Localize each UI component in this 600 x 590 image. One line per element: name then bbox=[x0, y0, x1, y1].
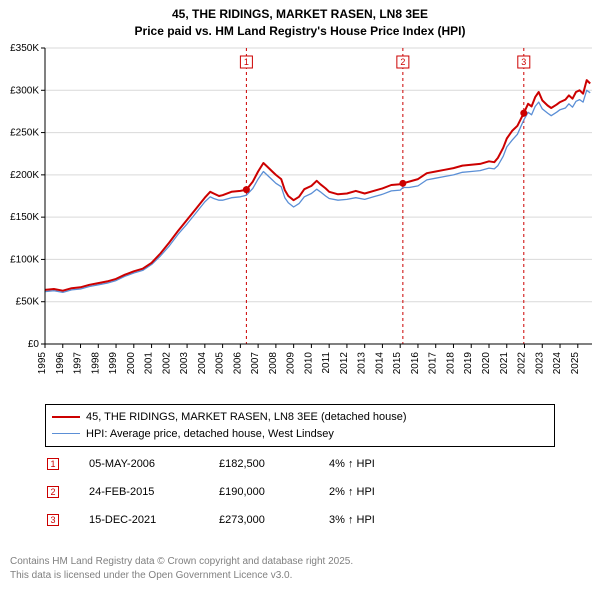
sale-date-2: 24-FEB-2015 bbox=[89, 486, 219, 498]
svg-text:2016: 2016 bbox=[410, 352, 421, 375]
svg-text:2018: 2018 bbox=[445, 352, 456, 375]
chart-svg: £0 £50K £100K £150K £200K £250K £300K £350K 1 2 3 1… bbox=[0, 44, 600, 400]
svg-text:2019: 2019 bbox=[463, 352, 474, 375]
svg-text:2010: 2010 bbox=[303, 352, 314, 375]
legend-row-2: HPI: Average price, detached house, West… bbox=[52, 426, 548, 443]
svg-text:2008: 2008 bbox=[268, 352, 279, 375]
svg-text:1995: 1995 bbox=[37, 352, 48, 375]
svg-text:1999: 1999 bbox=[108, 352, 119, 375]
svg-text:2014: 2014 bbox=[374, 352, 385, 375]
svg-text:£100K: £100K bbox=[10, 254, 39, 265]
sale-pct-2: 2% ↑ HPI bbox=[329, 486, 449, 498]
svg-text:2002: 2002 bbox=[161, 352, 172, 375]
svg-text:2011: 2011 bbox=[321, 352, 332, 374]
svg-text:2004: 2004 bbox=[197, 352, 208, 375]
sale-price-3: £273,000 bbox=[219, 514, 329, 526]
svg-text:£50K: £50K bbox=[16, 297, 40, 308]
legend-swatch-1 bbox=[52, 416, 80, 418]
svg-text:1: 1 bbox=[244, 57, 249, 67]
svg-text:2017: 2017 bbox=[428, 352, 439, 375]
svg-text:2024: 2024 bbox=[552, 352, 563, 375]
svg-text:2023: 2023 bbox=[534, 352, 545, 375]
chart-plot: £0 £50K £100K £150K £200K £250K £300K £350K 1 2 3 1… bbox=[0, 44, 600, 400]
sale-date-3: 15-DEC-2021 bbox=[89, 514, 219, 526]
title-line-2: Price paid vs. HM Land Registry's House … bbox=[0, 23, 600, 40]
svg-text:2001: 2001 bbox=[144, 352, 155, 375]
sale-price-2: £190,000 bbox=[219, 486, 329, 498]
svg-text:1996: 1996 bbox=[55, 352, 66, 375]
svg-text:2006: 2006 bbox=[232, 352, 243, 375]
svg-text:2007: 2007 bbox=[250, 352, 261, 375]
attribution-line-1: Contains HM Land Registry data © Crown c… bbox=[10, 555, 353, 569]
legend-label-1: 45, THE RIDINGS, MARKET RASEN, LN8 3EE (… bbox=[86, 409, 407, 426]
svg-text:2: 2 bbox=[400, 57, 405, 67]
sale-row-1: 1 05-MAY-2006 £182,500 4% ↑ HPI bbox=[45, 450, 555, 478]
svg-text:2021: 2021 bbox=[499, 352, 510, 375]
legend: 45, THE RIDINGS, MARKET RASEN, LN8 3EE (… bbox=[45, 404, 555, 447]
svg-text:2005: 2005 bbox=[215, 352, 226, 375]
sale-pct-1: 4% ↑ HPI bbox=[329, 458, 449, 470]
svg-text:£150K: £150K bbox=[10, 212, 39, 223]
svg-text:£200K: £200K bbox=[10, 170, 39, 181]
legend-row-1: 45, THE RIDINGS, MARKET RASEN, LN8 3EE (… bbox=[52, 409, 548, 426]
svg-text:£0: £0 bbox=[28, 339, 40, 350]
sale-marker-2: 2 bbox=[47, 486, 59, 498]
svg-text:2022: 2022 bbox=[517, 352, 528, 375]
svg-text:3: 3 bbox=[521, 57, 526, 67]
svg-text:£350K: £350K bbox=[10, 44, 39, 54]
title-line-1: 45, THE RIDINGS, MARKET RASEN, LN8 3EE bbox=[0, 6, 600, 23]
svg-text:£300K: £300K bbox=[10, 85, 39, 96]
sale-row-3: 3 15-DEC-2021 £273,000 3% ↑ HPI bbox=[45, 506, 555, 534]
sale-marker-1: 1 bbox=[47, 458, 59, 470]
legend-label-2: HPI: Average price, detached house, West… bbox=[86, 426, 334, 443]
svg-text:1997: 1997 bbox=[73, 352, 84, 375]
attribution: Contains HM Land Registry data © Crown c… bbox=[10, 555, 353, 582]
svg-text:2020: 2020 bbox=[481, 352, 492, 375]
chart-title: 45, THE RIDINGS, MARKET RASEN, LN8 3EE P… bbox=[0, 0, 600, 40]
svg-text:2025: 2025 bbox=[570, 352, 581, 375]
svg-text:2013: 2013 bbox=[357, 352, 368, 375]
chart-container: 45, THE RIDINGS, MARKET RASEN, LN8 3EE P… bbox=[0, 0, 600, 590]
legend-swatch-2 bbox=[52, 433, 80, 434]
sale-marker-3: 3 bbox=[47, 514, 59, 526]
attribution-line-2: This data is licensed under the Open Gov… bbox=[10, 569, 353, 583]
svg-text:2009: 2009 bbox=[286, 352, 297, 375]
sale-date-1: 05-MAY-2006 bbox=[89, 458, 219, 470]
sale-row-2: 2 24-FEB-2015 £190,000 2% ↑ HPI bbox=[45, 478, 555, 506]
svg-text:2012: 2012 bbox=[339, 352, 350, 375]
sales-table: 1 05-MAY-2006 £182,500 4% ↑ HPI 2 24-FEB… bbox=[45, 450, 555, 534]
sale-price-1: £182,500 bbox=[219, 458, 329, 470]
svg-text:£250K: £250K bbox=[10, 128, 39, 139]
svg-text:1998: 1998 bbox=[90, 352, 101, 375]
sale-pct-3: 3% ↑ HPI bbox=[329, 514, 449, 526]
svg-text:2003: 2003 bbox=[179, 352, 190, 375]
svg-text:2015: 2015 bbox=[392, 352, 403, 375]
svg-text:2000: 2000 bbox=[126, 352, 137, 375]
